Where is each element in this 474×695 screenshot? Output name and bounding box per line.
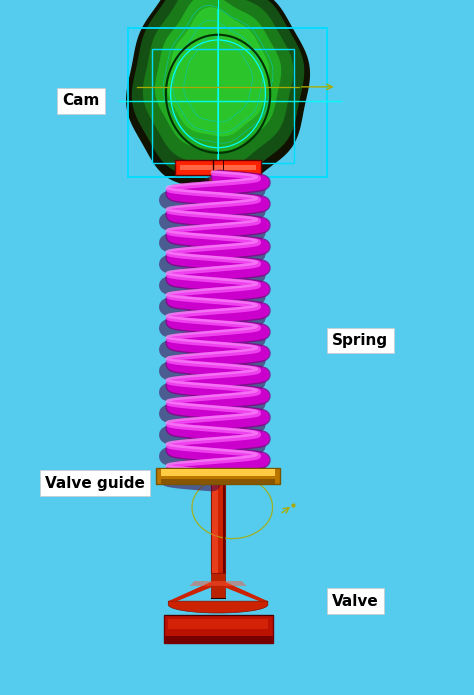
Bar (175, 160, 261, 175)
Bar (156, 468, 280, 484)
Bar (161, 480, 275, 484)
Bar (224, 175, 227, 476)
Bar (211, 175, 217, 476)
Polygon shape (168, 601, 268, 613)
Bar (180, 165, 256, 170)
Text: Valve guide: Valve guide (45, 475, 145, 491)
Bar (201, 192, 226, 231)
Bar (161, 468, 275, 476)
Polygon shape (144, 0, 292, 166)
Text: Valve: Valve (332, 594, 379, 609)
Bar (211, 484, 225, 573)
Polygon shape (155, 0, 281, 151)
Polygon shape (190, 581, 246, 586)
Polygon shape (127, 0, 310, 190)
Polygon shape (133, 0, 303, 181)
Bar (128, 28, 327, 177)
Bar (164, 636, 273, 643)
Text: Spring: Spring (332, 333, 388, 348)
Text: Cam: Cam (62, 93, 99, 108)
Bar (164, 615, 273, 643)
Bar (211, 573, 225, 598)
Bar (223, 484, 225, 573)
Polygon shape (168, 8, 268, 136)
Polygon shape (168, 582, 211, 605)
Bar (193, 184, 229, 236)
Bar (209, 175, 227, 476)
Bar (212, 484, 218, 573)
Bar (168, 619, 268, 629)
Bar (152, 49, 294, 163)
Polygon shape (225, 582, 268, 605)
